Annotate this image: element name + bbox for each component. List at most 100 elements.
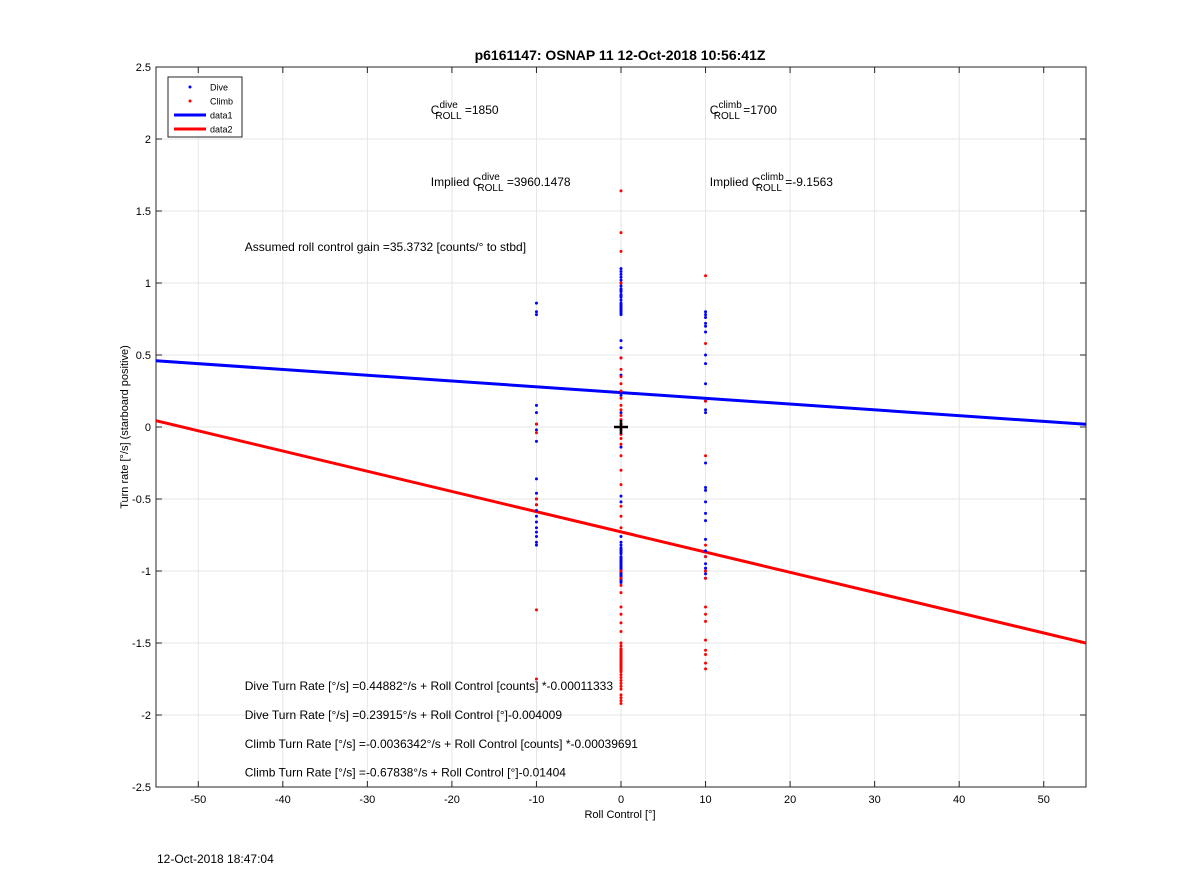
dive-point	[534, 411, 538, 415]
dive-point	[704, 321, 708, 325]
fit-line-data2	[155, 419, 1087, 645]
dive-point	[619, 267, 623, 271]
dive-point	[619, 284, 623, 288]
dive-point	[704, 511, 708, 515]
y-axis-label: Turn rate [°/s] (starboard positive)	[119, 345, 131, 509]
climb-point	[619, 483, 623, 487]
annotation-c_climb: Cclimb ROLL =1700	[710, 100, 778, 122]
y-tick-label: -1	[141, 566, 151, 578]
dive-point	[704, 330, 708, 334]
annotation-sup: dive	[481, 172, 500, 183]
x-tick-label: 50	[1038, 794, 1050, 806]
climb-point	[619, 437, 623, 441]
dive-point	[704, 310, 708, 314]
dive-point	[619, 543, 623, 547]
climb-point	[619, 526, 623, 530]
dive-point	[619, 278, 623, 282]
dive-point	[619, 556, 623, 560]
dive-point	[534, 514, 538, 518]
dive-point	[704, 461, 708, 465]
y-tick-label: -2.5	[132, 782, 151, 794]
climb-point	[619, 375, 623, 379]
dive-point	[619, 346, 623, 350]
dive-point	[704, 485, 708, 489]
climb-point	[534, 608, 538, 612]
dive-point	[534, 534, 538, 538]
dive-point	[619, 393, 623, 397]
y-tick-label: 2.5	[136, 62, 151, 74]
dive-point	[619, 411, 623, 415]
dive-point	[534, 526, 538, 530]
legend-box	[167, 76, 243, 138]
climb-point	[619, 701, 623, 705]
y-tick-label: -0.5	[132, 494, 151, 506]
dive-point	[704, 362, 708, 366]
footer-timestamp: 12-Oct-2018 18:47:04	[157, 852, 274, 866]
dive-point	[619, 534, 623, 538]
dive-point	[704, 562, 708, 566]
climb-point	[619, 678, 623, 682]
climb-point	[704, 341, 708, 345]
dive-point	[619, 298, 623, 302]
climb-point	[704, 605, 708, 609]
climb-point	[619, 605, 623, 609]
climb-point	[619, 367, 623, 371]
y-tick-label: 2	[145, 134, 151, 146]
dive-point	[704, 519, 708, 523]
dive-point	[704, 324, 708, 328]
annotation-sub: ROLL	[477, 183, 504, 194]
climb-point	[619, 687, 623, 691]
dive-point	[534, 491, 538, 495]
fit-lines	[155, 359, 1087, 645]
legend: Dive Climb data1 data2	[167, 76, 243, 138]
climb-point	[619, 382, 623, 386]
y-tick-label: -1.5	[132, 638, 151, 650]
origin-marker	[614, 420, 628, 434]
annotation-value: =1700	[740, 103, 777, 117]
annotation-sup: climb	[760, 172, 784, 183]
dive-point	[534, 509, 538, 513]
climb-point	[619, 684, 623, 688]
x-tick-labels: -50 -40 -30 -20 -10 0 10 20 30 40 50	[190, 794, 1050, 806]
dive-point	[619, 559, 623, 563]
climb-point	[704, 569, 708, 573]
dive-point	[619, 275, 623, 279]
y-tick-label: 0.5	[136, 350, 151, 362]
climb-point	[619, 249, 623, 253]
x-tick-label: 30	[869, 794, 881, 806]
dive-point	[534, 540, 538, 544]
climb-point	[619, 514, 623, 518]
climb-point	[534, 497, 538, 501]
climb-point	[619, 696, 623, 700]
climb-point	[619, 644, 623, 648]
climb-point	[704, 619, 708, 623]
climb-point	[704, 648, 708, 652]
climb-point	[619, 629, 623, 633]
climb-point	[704, 661, 708, 665]
annotation-prefix: C	[431, 103, 440, 117]
climb-point	[619, 231, 623, 235]
dive-point	[704, 488, 708, 492]
annotation-ic_climb: Implied Cclimb ROLL =-9.1563	[710, 172, 834, 194]
dive-point	[704, 572, 708, 576]
legend-swatch-climb	[188, 99, 192, 103]
x-tick-label: 10	[699, 794, 711, 806]
climb-point	[619, 693, 623, 697]
x-tick-label: -40	[275, 794, 291, 806]
climb-point	[534, 677, 538, 681]
annotation-value: =3960.1478	[504, 175, 571, 189]
legend-swatch-dive	[188, 85, 192, 89]
dive-point	[619, 290, 623, 294]
x-tick-label: 40	[953, 794, 965, 806]
climb-point	[704, 653, 708, 657]
y-tick-label: 0	[145, 422, 151, 434]
climb-point	[619, 396, 623, 400]
annotation-sup: climb	[718, 100, 742, 111]
y-tick-label: -2	[141, 710, 151, 722]
climb-point	[619, 442, 623, 446]
y-tick-label: 1	[145, 278, 151, 290]
x-tick-label: -50	[190, 794, 206, 806]
annotation-sup: dive	[439, 100, 458, 111]
dive-point	[704, 500, 708, 504]
